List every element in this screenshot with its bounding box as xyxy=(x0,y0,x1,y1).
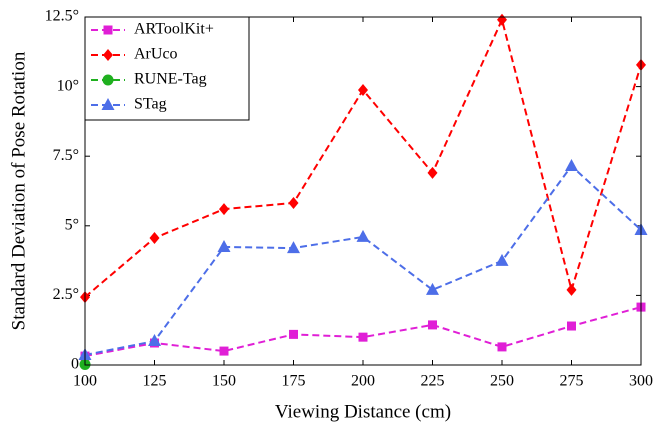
y-tick-label: 0 xyxy=(71,356,79,373)
marker xyxy=(495,253,509,266)
x-tick-label: 175 xyxy=(282,373,306,390)
marker xyxy=(428,320,437,330)
marker xyxy=(358,332,368,342)
marker xyxy=(287,241,300,254)
legend-label: ARToolKit+ xyxy=(134,21,214,38)
y-tick-label: 2.5° xyxy=(53,286,79,303)
legend-label: RUNE-Tag xyxy=(134,71,207,88)
marker xyxy=(566,283,577,296)
x-tick-label: 250 xyxy=(490,373,514,390)
marker xyxy=(289,329,298,339)
y-tick-label: 12.5° xyxy=(45,8,79,25)
marker xyxy=(356,229,370,242)
y-tick-label: 10° xyxy=(57,77,79,94)
legend-label: ArUco xyxy=(134,46,178,63)
marker xyxy=(103,25,113,35)
legend: ARToolKit+ ArUco RUNE-Tag STag xyxy=(84,16,250,121)
marker xyxy=(497,342,507,352)
x-tick-label: 200 xyxy=(351,373,375,390)
x-axis-title: Viewing Distance (cm) xyxy=(275,401,451,422)
marker xyxy=(497,13,507,26)
x-tick-label: 225 xyxy=(421,373,445,390)
plot-frame xyxy=(84,16,642,366)
marker xyxy=(102,74,114,86)
series-line xyxy=(84,164,642,356)
marker xyxy=(219,203,229,216)
marker xyxy=(567,321,576,331)
marker xyxy=(149,232,160,245)
x-tick-label: 300 xyxy=(629,373,653,390)
legend-label: STag xyxy=(134,96,167,113)
marker xyxy=(565,158,578,171)
marker xyxy=(426,282,439,295)
marker xyxy=(358,83,368,96)
x-tick-label: 100 xyxy=(73,373,97,390)
marker xyxy=(103,49,113,61)
series-line xyxy=(84,306,642,358)
x-tick-label: 125 xyxy=(143,373,167,390)
marker xyxy=(217,239,231,252)
x-tick-label: 150 xyxy=(212,373,236,390)
y-tick-label: 7.5° xyxy=(53,147,79,164)
marker xyxy=(288,196,299,209)
marker xyxy=(219,346,229,356)
marker xyxy=(148,334,161,347)
x-tick-label: 275 xyxy=(560,373,584,390)
marker xyxy=(101,98,115,110)
y-tick-label: 5° xyxy=(65,216,79,233)
y-axis-title: Standard Deviation of Pose Rotation xyxy=(8,51,29,330)
marker xyxy=(427,166,438,179)
